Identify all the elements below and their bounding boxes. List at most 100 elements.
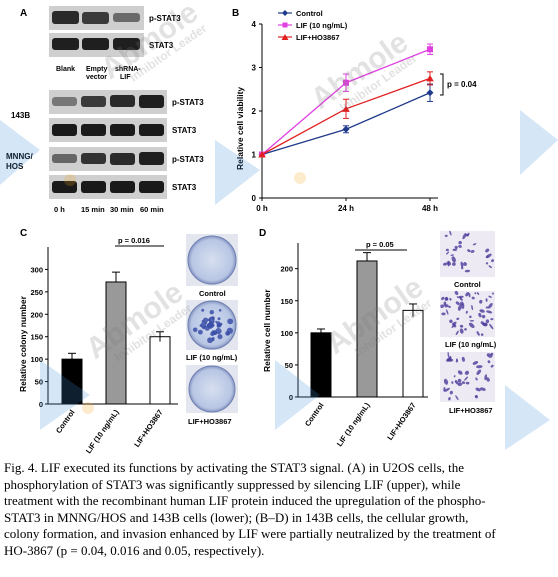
cell (456, 296, 463, 299)
colony (209, 309, 215, 315)
time-label: 60 min (140, 205, 164, 214)
time-label: 30 min (110, 205, 134, 214)
pvalue-label: p = 0.05 (366, 240, 394, 249)
data-point (342, 125, 350, 133)
cell (475, 387, 481, 392)
cell (486, 310, 493, 314)
cell (458, 240, 462, 245)
band (139, 181, 164, 193)
line-chart: 0 1 2 3 4 0 h 24 h 48 h (252, 20, 439, 213)
invasion-photo-lif (440, 291, 495, 337)
cell (449, 297, 452, 301)
y-tick-label: 0 (252, 194, 257, 203)
cell (449, 319, 453, 324)
y-tick-label: 0 (39, 400, 43, 409)
band (113, 13, 140, 22)
caption-line: HO-3867 (p = 0.04, 0.016 and 0.05, respe… (4, 542, 265, 558)
cell (444, 234, 448, 237)
y-tick-label: 150 (30, 333, 43, 342)
band (113, 38, 140, 50)
y-tick-label: 100 (30, 355, 43, 364)
colony (192, 327, 198, 333)
colony (218, 308, 222, 312)
y-axis-label: Relative cell number (262, 289, 272, 372)
y-tick-label: 0 (289, 393, 293, 402)
pvalue-bracket-c: p = 0.016 (115, 236, 164, 247)
cell (448, 396, 451, 401)
lane-label-blank: Blank (56, 66, 75, 73)
cell (485, 298, 488, 302)
x-tick-label: LIF (10 ng/mL) (335, 401, 372, 449)
legend-marker-control (282, 10, 288, 16)
cell (469, 319, 475, 322)
bar (149, 336, 171, 405)
y-tick-label: 250 (30, 288, 43, 297)
watermark-shape (520, 110, 558, 175)
watermark-shape (275, 360, 320, 430)
cell (490, 318, 494, 321)
pvalue-bracket-b: p = 0.04 (440, 73, 477, 96)
caption-line: STAT3 in MNNG/HOS and 143B cells (lower)… (4, 509, 469, 525)
colony (216, 323, 222, 328)
cell (452, 262, 456, 266)
cell (476, 365, 483, 369)
figure-caption: Fig. 4. LIF executed its functions by ac… (4, 460, 554, 559)
cell (459, 324, 464, 328)
y-axis-label: Relative colony number (18, 295, 28, 392)
legend-marker-lif (282, 22, 288, 28)
cell (464, 328, 467, 331)
cell (472, 361, 479, 365)
pvalue-label: p = 0.016 (118, 236, 150, 245)
watermark-dot (64, 174, 76, 186)
colony (201, 308, 205, 312)
data-point (426, 89, 434, 97)
data-point (258, 151, 266, 158)
cell (444, 387, 450, 392)
cell (451, 256, 456, 263)
cell (475, 395, 478, 399)
cell (447, 358, 454, 362)
cell (446, 309, 449, 315)
cell (458, 245, 462, 248)
cells (443, 351, 494, 401)
lane-label-empty-vector: Empty vector (86, 66, 108, 81)
band (52, 124, 77, 136)
cell (454, 245, 458, 250)
y-tick-label: 2 (252, 107, 257, 116)
cell (457, 370, 463, 375)
panel-a-label: A (20, 8, 27, 19)
photo-label: LIF+HO3867 (188, 417, 232, 426)
watermark: Abmole Inhibitor Leader (80, 276, 195, 366)
y-tick-label: 150 (280, 297, 293, 306)
watermark-dot (82, 402, 94, 414)
x-tick-label: 24 h (338, 204, 354, 213)
y-axis-label: Relative cell viability (235, 87, 245, 170)
band (81, 153, 106, 164)
data-point (426, 74, 434, 82)
cell (443, 301, 447, 307)
cell (468, 322, 475, 329)
panel-a: A p-STAT3 STAT3 Blank Empty vector shRNA-… (6, 6, 204, 214)
caption-line: treatment with the recombinant human LIF… (4, 493, 486, 508)
cell (440, 304, 444, 309)
data-point (427, 46, 433, 53)
cell (480, 333, 484, 336)
pvalue-bracket-d: p = 0.05 (355, 240, 407, 251)
legend-label-lif: LIF (10 ng/mL) (296, 21, 348, 30)
top-blot-band-label-stat3: STAT3 (149, 41, 174, 50)
invasion-photos: Control LIF (10 ng/mL) LIF+HO3867 (440, 230, 497, 415)
dish-control (187, 235, 237, 285)
cell (463, 262, 467, 266)
x-tick-label: LIF+HO3867 (132, 408, 164, 449)
colony (226, 332, 230, 336)
watermark-dot (294, 172, 306, 184)
cell (476, 369, 482, 375)
band (110, 181, 135, 193)
x-tick-label: LIF+HO3867 (385, 401, 417, 442)
colony (212, 320, 215, 324)
cell (478, 312, 482, 318)
cell (460, 266, 464, 270)
lane-label-shrna-lif: shRNA-LIF (115, 66, 141, 81)
photo-label: Control (199, 289, 226, 298)
cell (479, 387, 486, 391)
